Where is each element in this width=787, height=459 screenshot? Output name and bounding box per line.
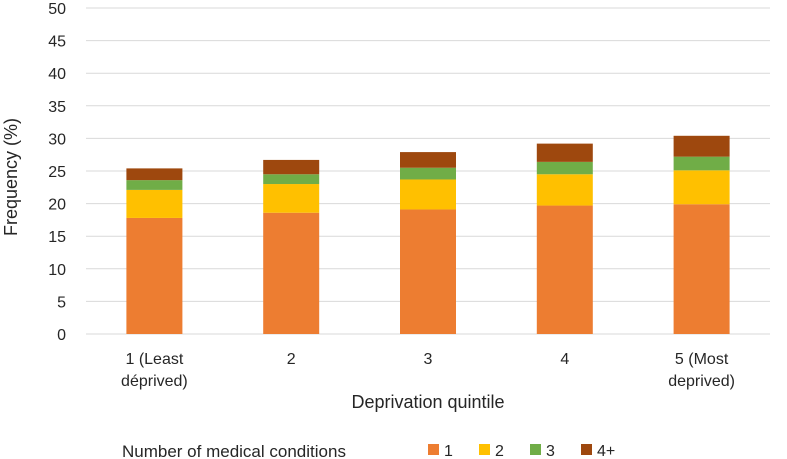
x-tick-labels: 1 (Least déprived) 2 3 4 5 (Most deprived)	[121, 351, 735, 390]
bar-segment-1	[126, 217, 183, 334]
y-tick-label: 40	[48, 66, 66, 83]
bar-segment-2	[673, 170, 730, 205]
bar-segment-4plus	[673, 135, 730, 157]
y-tick-label: 10	[48, 262, 66, 279]
legend-swatch	[530, 444, 541, 455]
bars	[126, 135, 730, 334]
bar-segment-4plus	[126, 168, 183, 181]
legend-label: 1	[444, 443, 453, 459]
x-tick-label: 2	[287, 351, 296, 368]
y-tick-label: 0	[57, 327, 66, 344]
y-tick-labels: 0 5 10 15 20 25 30 35 40 45 50	[48, 1, 66, 344]
bar-segment-2	[263, 184, 320, 213]
legend-swatch	[581, 444, 592, 455]
bar-segment-3	[400, 167, 456, 180]
x-tick-label: 1 (Least déprived)	[121, 351, 188, 390]
legend-swatch	[428, 444, 439, 455]
bar-segment-3	[536, 161, 593, 175]
legend: Number of medical conditions 1 2 3 4+	[122, 442, 615, 459]
legend-label: 3	[546, 443, 555, 459]
x-tick-label: 3	[424, 351, 433, 368]
bar-segment-3	[263, 174, 320, 185]
y-tick-label: 15	[48, 229, 66, 246]
y-tick-label: 5	[57, 294, 66, 311]
bar-segment-2	[400, 179, 456, 210]
bar-segment-4plus	[263, 159, 320, 175]
y-tick-label: 20	[48, 197, 66, 214]
y-tick-label: 30	[48, 131, 66, 148]
bar-segment-4plus	[400, 152, 456, 168]
bar-segment-2	[126, 189, 183, 218]
x-tick-label: 5 (Most deprived)	[668, 351, 735, 390]
legend-label: 2	[495, 443, 504, 459]
x-axis-title: Deprivation quintile	[351, 392, 504, 412]
bar-segment-1	[263, 212, 320, 334]
legend-label: 4+	[597, 443, 615, 459]
bar-segment-1	[400, 209, 456, 334]
y-axis-title: Frequency (%)	[1, 118, 21, 236]
y-tick-label: 25	[48, 164, 66, 181]
bar-segment-1	[536, 205, 593, 334]
y-tick-label: 35	[48, 99, 66, 116]
bar-segment-3	[126, 180, 183, 190]
bar-segment-2	[536, 174, 593, 206]
bar-segment-4plus	[536, 143, 593, 162]
legend-swatch	[479, 444, 490, 455]
bar-segment-3	[673, 156, 730, 171]
y-tick-label: 50	[48, 1, 66, 18]
x-tick-label: 4	[560, 351, 569, 368]
y-tick-label: 45	[48, 34, 66, 51]
bar-segment-1	[673, 204, 730, 334]
legend-title: Number of medical conditions	[122, 442, 346, 459]
